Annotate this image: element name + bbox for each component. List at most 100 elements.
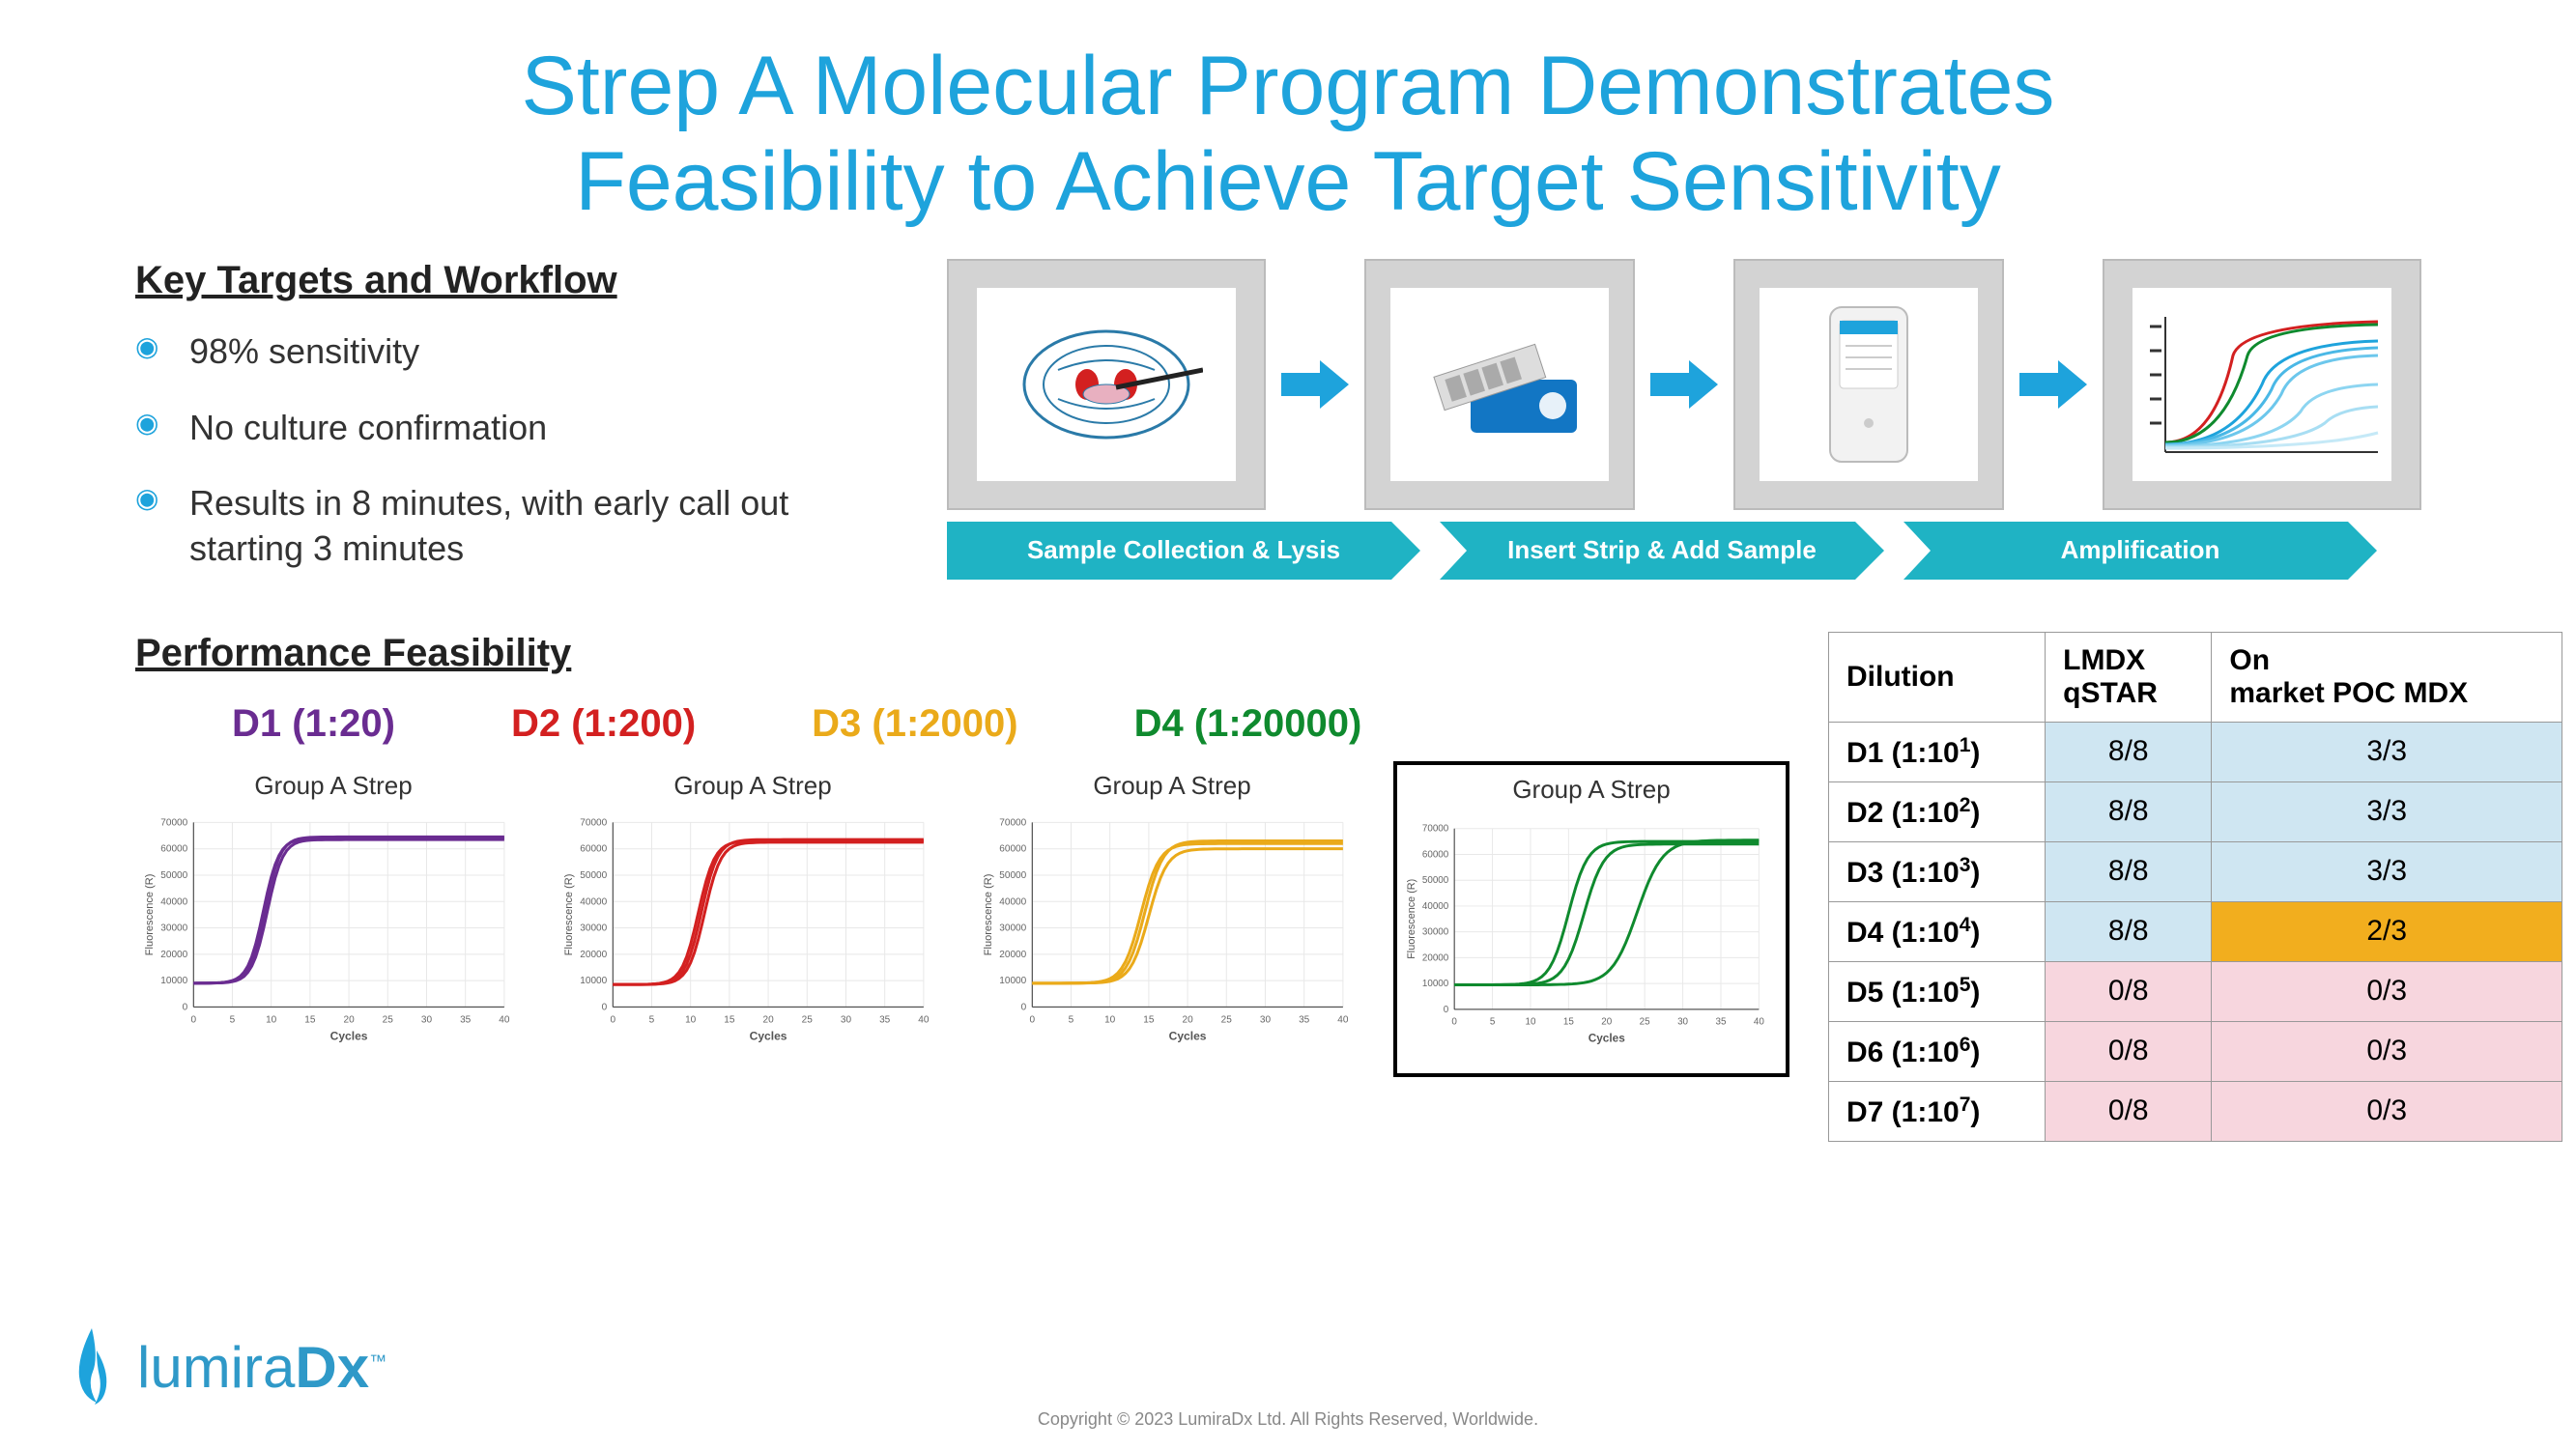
chart-title: Group A Strep (558, 771, 947, 801)
svg-text:0: 0 (602, 1002, 608, 1012)
svg-text:0: 0 (183, 1002, 188, 1012)
svg-text:35: 35 (460, 1014, 472, 1025)
svg-text:40: 40 (918, 1014, 930, 1025)
dilution-cell: D6 (1:106) (1829, 1021, 2046, 1081)
perf-header: Performance Feasibility (135, 632, 1789, 675)
workflow-step-device (1733, 259, 2004, 510)
svg-text:70000: 70000 (1422, 824, 1449, 835)
svg-text:10000: 10000 (999, 976, 1026, 986)
workflow-step-amplification (2103, 259, 2421, 510)
svg-text:0: 0 (610, 1014, 615, 1025)
workflow-step-strip (1364, 259, 1635, 510)
table-row: D4 (1:104) 8/8 2/3 (1829, 901, 2562, 961)
svg-text:5: 5 (230, 1014, 236, 1025)
bullet-item: No culture confirmation (135, 406, 908, 451)
targets-header: Key Targets and Workflow (135, 259, 908, 302)
dilution-cell: D5 (1:105) (1829, 961, 2046, 1021)
svg-text:40000: 40000 (160, 896, 187, 907)
svg-text:70000: 70000 (999, 817, 1026, 828)
svg-text:70000: 70000 (160, 817, 187, 828)
svg-text:60000: 60000 (999, 844, 1026, 855)
svg-text:10: 10 (685, 1014, 697, 1025)
table-header: LMDXqSTAR (2046, 632, 2212, 722)
svg-text:Fluorescence (R): Fluorescence (R) (144, 874, 156, 956)
table-header: Onmarket POC MDX (2212, 632, 2562, 722)
poc-cell: 0/3 (2212, 961, 2562, 1021)
svg-text:20000: 20000 (160, 950, 187, 960)
svg-text:30000: 30000 (580, 923, 607, 934)
chevron-label: Amplification (2061, 535, 2220, 565)
svg-text:30000: 30000 (999, 923, 1026, 934)
svg-text:20: 20 (343, 1014, 355, 1025)
chart-title: Group A Strep (978, 771, 1366, 801)
svg-text:20: 20 (1601, 1017, 1612, 1028)
svg-text:10: 10 (1525, 1017, 1535, 1028)
arrow-icon (1281, 355, 1349, 413)
poc-cell: 0/3 (2212, 1021, 2562, 1081)
svg-text:Fluorescence (R): Fluorescence (R) (563, 874, 575, 956)
table-row: D1 (1:101) 8/8 3/3 (1829, 722, 2562, 781)
dilution-cell: D4 (1:104) (1829, 901, 2046, 961)
lmdx-cell: 8/8 (2046, 901, 2212, 961)
svg-text:50000: 50000 (580, 870, 607, 881)
arrow-icon (1650, 355, 1718, 413)
workflow-chevron: Amplification (1903, 522, 2377, 580)
amplification-curves-icon (2136, 298, 2388, 471)
page-title: Strep A Molecular Program Demonstrates F… (0, 0, 2576, 230)
svg-text:15: 15 (724, 1014, 735, 1025)
svg-text:5: 5 (1490, 1017, 1496, 1028)
svg-text:20: 20 (1182, 1014, 1193, 1025)
svg-text:70000: 70000 (580, 817, 607, 828)
poc-cell: 3/3 (2212, 781, 2562, 841)
svg-text:0: 0 (190, 1014, 196, 1025)
amplification-chart: Group A Strep 01000020000300004000050000… (974, 761, 1370, 1077)
svg-text:Fluorescence (R): Fluorescence (R) (1406, 879, 1417, 959)
chevron-label: Insert Strip & Add Sample (1507, 535, 1817, 565)
workflow-chevron: Insert Strip & Add Sample (1440, 522, 1884, 580)
table-row: D7 (1:107) 0/8 0/3 (1829, 1081, 2562, 1141)
title-line2: Feasibility to Achieve Target Sensitivit… (575, 135, 2000, 228)
chart-title: Group A Strep (1401, 775, 1782, 805)
table-header: Dilution (1829, 632, 2046, 722)
amplification-chart: Group A Strep 01000020000300004000050000… (1393, 761, 1789, 1077)
svg-text:35: 35 (879, 1014, 891, 1025)
poc-cell: 3/3 (2212, 722, 2562, 781)
lmdx-cell: 8/8 (2046, 781, 2212, 841)
svg-text:40000: 40000 (580, 896, 607, 907)
svg-text:Cycles: Cycles (1169, 1030, 1207, 1043)
amplification-chart: Group A Strep 01000020000300004000050000… (555, 761, 951, 1077)
test-strip-icon (1413, 327, 1587, 442)
dilution-label: D2 (1:200) (511, 702, 696, 746)
svg-text:25: 25 (383, 1014, 394, 1025)
dilution-label: D1 (1:20) (232, 702, 395, 746)
svg-text:Fluorescence (R): Fluorescence (R) (983, 874, 994, 956)
poc-cell: 3/3 (2212, 841, 2562, 901)
copyright: Copyright © 2023 LumiraDx Ltd. All Right… (0, 1409, 2576, 1430)
workflow-chevron: Sample Collection & Lysis (947, 522, 1420, 580)
svg-text:60000: 60000 (1422, 849, 1449, 860)
dilution-cell: D7 (1:107) (1829, 1081, 2046, 1141)
svg-text:50000: 50000 (1422, 875, 1449, 886)
lmdx-cell: 0/8 (2046, 1081, 2212, 1141)
svg-text:5: 5 (1069, 1014, 1074, 1025)
lmdx-cell: 8/8 (2046, 841, 2212, 901)
svg-text:20: 20 (762, 1014, 774, 1025)
svg-text:50000: 50000 (999, 870, 1026, 881)
svg-text:25: 25 (802, 1014, 814, 1025)
svg-text:40000: 40000 (1422, 901, 1449, 912)
svg-text:15: 15 (1143, 1014, 1155, 1025)
svg-text:0: 0 (1029, 1014, 1035, 1025)
svg-text:30: 30 (421, 1014, 433, 1025)
chevron-label: Sample Collection & Lysis (1027, 535, 1340, 565)
svg-text:40: 40 (499, 1014, 510, 1025)
amplification-chart: Group A Strep 01000020000300004000050000… (135, 761, 531, 1077)
title-line1: Strep A Molecular Program Demonstrates (522, 40, 2055, 132)
dilution-table: DilutionLMDXqSTAROnmarket POC MDX D1 (1:… (1828, 632, 2562, 1142)
svg-text:Cycles: Cycles (1589, 1031, 1626, 1044)
svg-text:20000: 20000 (999, 950, 1026, 960)
svg-text:60000: 60000 (580, 844, 607, 855)
svg-text:20000: 20000 (580, 950, 607, 960)
perf-table-wrap: DilutionLMDXqSTAROnmarket POC MDX D1 (1:… (1828, 632, 2562, 1142)
svg-text:25: 25 (1640, 1017, 1650, 1028)
dilution-label: D4 (1:20000) (1134, 702, 1362, 746)
